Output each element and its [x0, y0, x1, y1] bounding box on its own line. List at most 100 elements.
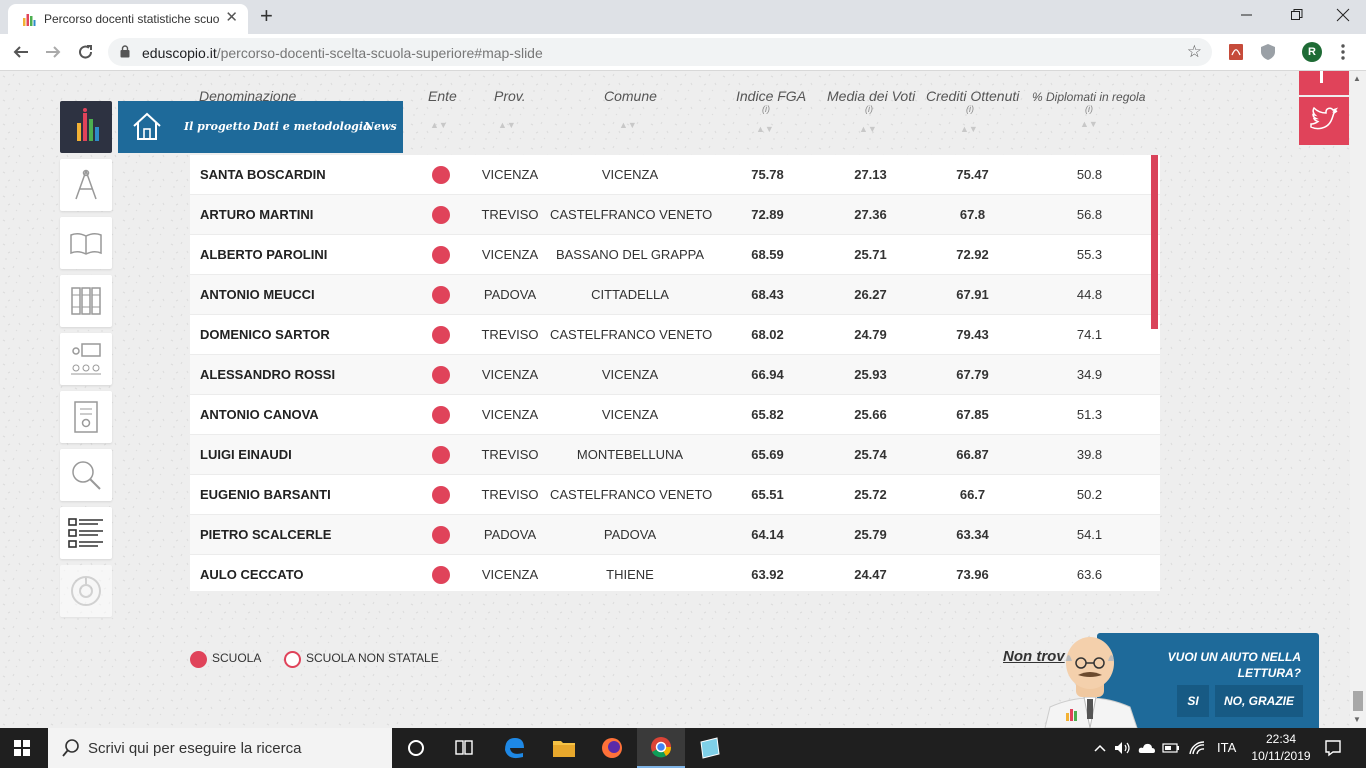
sort-icon-ente[interactable]: ▲▼	[430, 120, 448, 130]
table-row[interactable]: ANTONIO MEUCCI PADOVA CITTADELLA 68.43 26.27…	[190, 275, 1160, 315]
page-scrollbar[interactable]: ▲ ▼	[1350, 71, 1366, 728]
sort-icon-comune[interactable]: ▲▼	[619, 120, 637, 130]
restore-icon[interactable]	[1290, 8, 1304, 22]
table-row[interactable]: ANTONIO CANOVA VICENZA VICENZA 65.82 25.66 67…	[190, 395, 1160, 435]
language-indicator[interactable]: ITA	[1217, 740, 1237, 755]
scrollbar-thumb[interactable]	[1353, 691, 1363, 711]
col-header-media-voti[interactable]: Media dei Voti	[827, 88, 916, 104]
table-row[interactable]: AULO CECCATO VICENZA THIENE 63.92 24.47 73.96…	[190, 555, 1160, 591]
new-tab-button[interactable]: +	[260, 3, 273, 28]
sidebar-classroom-button[interactable]	[60, 333, 112, 385]
school-name[interactable]: ALESSANDRO ROSSI	[200, 367, 336, 382]
sort-icon-fga[interactable]: ▲▼	[756, 124, 774, 134]
sort-icon-diplomati[interactable]: ▲▼	[1080, 119, 1098, 129]
onedrive-cloud-icon[interactable]	[1138, 742, 1156, 754]
home-icon[interactable]	[132, 111, 162, 141]
eduscopio-logo[interactable]	[60, 101, 112, 153]
tab-close-icon[interactable]: ✕	[225, 9, 238, 26]
school-name[interactable]: ARTURO MARTINI	[200, 207, 314, 222]
col-header-denominazione[interactable]: Denominazione	[199, 88, 297, 104]
sort-icon-media[interactable]: ▲▼	[859, 124, 877, 134]
shield-extension-icon[interactable]	[1259, 43, 1277, 61]
table-row[interactable]: EUGENIO BARSANTI TREVISO CASTELFRANCO VENE…	[190, 475, 1160, 515]
help-no-button[interactable]: NO, GRAZIE	[1215, 685, 1303, 717]
taskbar-firefox[interactable]	[588, 728, 636, 768]
sidebar-search-button[interactable]	[60, 449, 112, 501]
sort-icon-crediti[interactable]: ▲▼	[960, 124, 978, 134]
table-row[interactable]: LUIGI EINAUDI TREVISO MONTEBELLUNA 65.69 25.…	[190, 435, 1160, 475]
school-media-voti: 25.79	[854, 527, 887, 542]
table-row[interactable]: ALBERTO PAROLINI VICENZA BASSANO DEL GRAPP…	[190, 235, 1160, 275]
taskbar-edge[interactable]	[490, 728, 538, 768]
scroll-down-arrow-icon[interactable]: ▼	[1353, 715, 1361, 724]
nav-il-progetto[interactable]: Il progetto	[184, 120, 251, 133]
nav-news[interactable]: News	[364, 120, 397, 133]
notification-center-icon[interactable]	[1324, 739, 1342, 757]
taskbar-clock[interactable]: 22:34 10/11/2019	[1248, 731, 1314, 765]
sidebar-certificate-button[interactable]	[60, 391, 112, 443]
sidebar-chart-button[interactable]	[60, 565, 112, 617]
school-name[interactable]: EUGENIO BARSANTI	[200, 487, 331, 502]
info-icon-diplomati[interactable]: (i)	[1085, 104, 1093, 114]
volume-icon[interactable]	[1114, 741, 1132, 755]
taskbar-app[interactable]	[686, 728, 734, 768]
browser-titlebar: Percorso docenti statistiche scuo ✕ +	[0, 0, 1366, 34]
col-header-indice-fga[interactable]: Indice FGA	[736, 88, 807, 104]
school-name[interactable]: PIETRO SCALCERLE	[200, 527, 332, 542]
info-icon-fga[interactable]: (i)	[762, 104, 770, 114]
table-scrollbar[interactable]	[1151, 155, 1158, 329]
sort-icon-prov[interactable]: ▲▼	[498, 120, 516, 130]
help-yes-button[interactable]: SI	[1177, 685, 1209, 717]
info-icon-crediti[interactable]: (i)	[966, 104, 974, 114]
school-name[interactable]: AULO CECCATO	[200, 567, 304, 582]
scroll-up-arrow-icon[interactable]: ▲	[1353, 74, 1361, 83]
table-row[interactable]: ARTURO MARTINI TREVISO CASTELFRANCO VENETO…	[190, 195, 1160, 235]
back-arrow-icon[interactable]	[12, 43, 30, 61]
school-crediti: 79.43	[956, 327, 989, 342]
table-row[interactable]: DOMENICO SARTOR TREVISO CASTELFRANCO VENET…	[190, 315, 1160, 355]
col-header-prov[interactable]: Prov.	[494, 88, 526, 104]
sidebar-compass-button[interactable]	[60, 159, 112, 211]
social-button-top[interactable]	[1299, 71, 1349, 95]
minimize-icon[interactable]	[1240, 8, 1254, 22]
school-name[interactable]: ALBERTO PAROLINI	[200, 247, 328, 262]
school-name[interactable]: DOMENICO SARTOR	[200, 327, 330, 342]
battery-icon[interactable]	[1162, 743, 1180, 753]
col-header-ente[interactable]: Ente	[428, 88, 457, 104]
col-header-comune[interactable]: Comune	[604, 88, 657, 104]
profile-avatar[interactable]: R	[1302, 42, 1322, 62]
school-name[interactable]: ANTONIO CANOVA	[200, 407, 319, 422]
col-header-diplomati[interactable]: % Diplomati in regola	[1032, 90, 1146, 104]
taskbar-chrome[interactable]	[637, 728, 685, 768]
sidebar-book-button[interactable]	[60, 217, 112, 269]
school-name[interactable]: ANTONIO MEUCCI	[200, 287, 315, 302]
tray-chevron-up-icon[interactable]	[1094, 743, 1106, 753]
table-row[interactable]: ALESSANDRO ROSSI VICENZA VICENZA 66.94 25.93…	[190, 355, 1160, 395]
table-row[interactable]: PIETRO SCALCERLE PADOVA PADOVA 64.14 25.79 63…	[190, 515, 1160, 555]
wifi-icon[interactable]	[1188, 740, 1206, 756]
info-icon-media[interactable]: (i)	[865, 104, 873, 114]
col-header-crediti[interactable]: Crediti Ottenuti	[926, 88, 1020, 104]
chrome-menu-icon[interactable]	[1340, 43, 1346, 61]
school-name[interactable]: SANTA BOSCARDIN	[200, 167, 326, 182]
twitter-button[interactable]	[1299, 97, 1349, 145]
table-row[interactable]: SANTA BOSCARDIN VICENZA VICENZA 75.78 27.13 7…	[190, 155, 1160, 195]
windows-start-icon[interactable]	[14, 740, 30, 756]
school-name[interactable]: LUIGI EINAUDI	[200, 447, 292, 462]
browser-tab[interactable]: Percorso docenti statistiche scuo ✕	[8, 4, 248, 34]
non-trovi-link[interactable]: Non trov	[1003, 648, 1065, 665]
sidebar-list-button[interactable]	[60, 507, 112, 559]
address-bar[interactable]: eduscopio.it/percorso-docenti-scelta-scu…	[108, 38, 1212, 66]
close-window-icon[interactable]	[1336, 8, 1350, 22]
taskbar-file-explorer[interactable]	[540, 728, 588, 768]
cortana-icon	[408, 740, 424, 756]
forward-arrow-icon[interactable]	[44, 43, 62, 61]
cortana-button[interactable]	[392, 728, 440, 768]
pdf-extension-icon[interactable]	[1227, 43, 1245, 61]
sidebar-library-button[interactable]	[60, 275, 112, 327]
reload-icon[interactable]	[77, 43, 95, 61]
nav-dati-e-metodologia[interactable]: Dati e metodologia	[253, 120, 371, 133]
taskbar-search-box[interactable]: Scrivi qui per eseguire la ricerca	[48, 728, 392, 768]
task-view-button[interactable]	[440, 728, 488, 768]
bookmark-star-icon[interactable]: ☆	[1186, 42, 1202, 61]
